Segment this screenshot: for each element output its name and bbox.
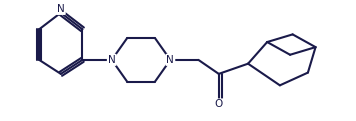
Text: O: O	[215, 99, 223, 109]
Text: N: N	[57, 4, 65, 14]
Text: N: N	[108, 55, 116, 65]
Text: N: N	[167, 55, 174, 65]
